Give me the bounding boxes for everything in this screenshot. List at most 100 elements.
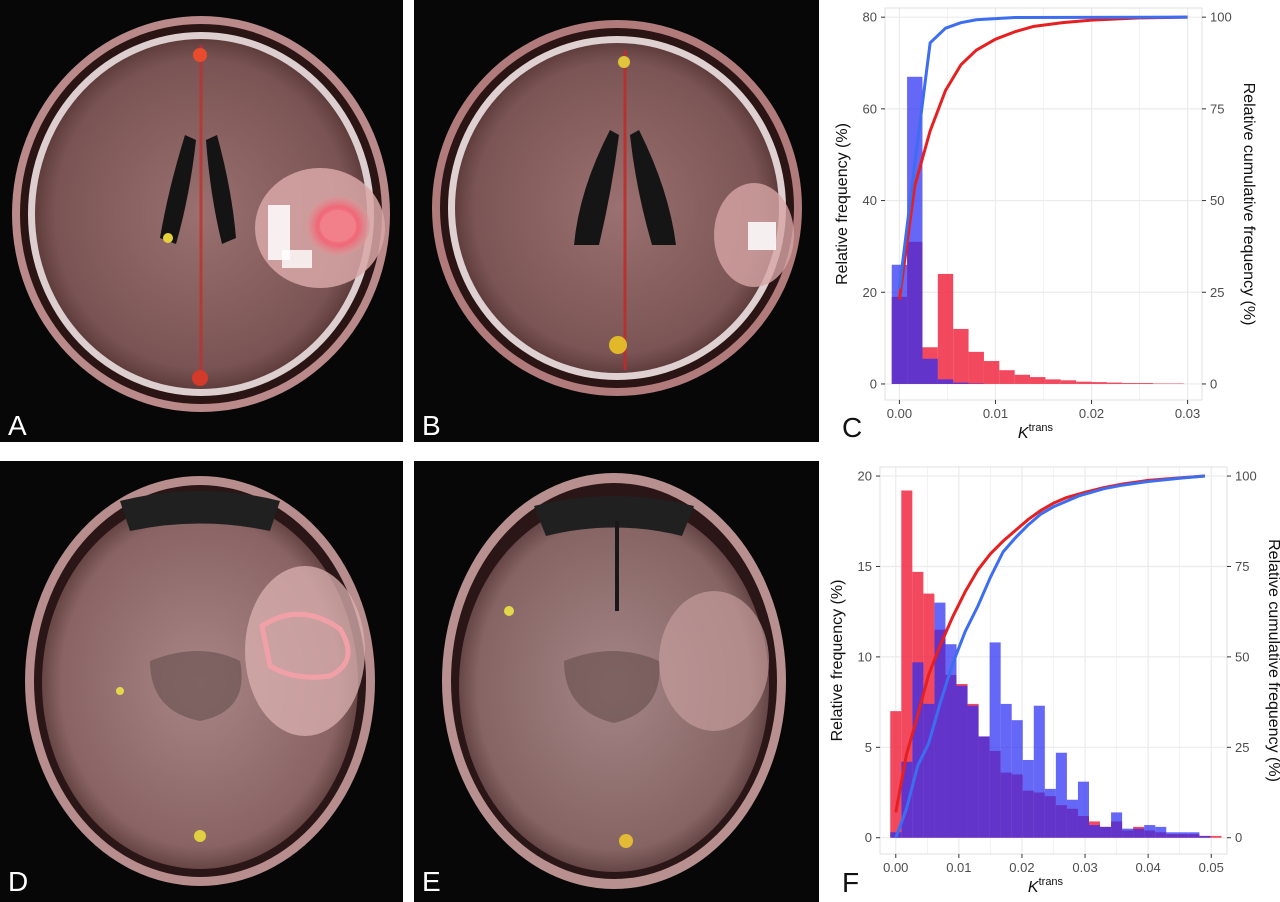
x-tick-label: 0.02 [1079,406,1104,421]
histogram-bar-red [1030,377,1046,384]
mri-panel-e: E [414,461,819,902]
histogram-bar-blue [901,761,913,838]
histogram-bar-red [1106,382,1123,384]
histogram-bar-blue [1044,788,1056,838]
histogram-bar-red [1045,379,1061,384]
tick-labels: 0.00 0.01 0.02 0.03 0.04 0.05 0 5 10 15 20 0 25 50 75 1… [858,469,1257,875]
histogram-bar-red [1137,383,1154,384]
y-tick-label-left: 80 [863,10,877,25]
x-tick-label: 0.01 [946,860,971,875]
y-tick-label-right: 0 [1210,376,1217,391]
histogram-bar-blue [956,685,968,838]
x-tick-label: 0.05 [1199,860,1224,875]
histogram-bar-blue [1144,825,1156,838]
panel-letter-f: F [842,867,860,898]
mri-panel-a: A [0,0,403,442]
x-tick-label: 0.02 [1009,860,1034,875]
histogram-bar-blue [1177,832,1189,838]
mri-panel-d: D [0,461,403,902]
mri-image-d [25,476,375,886]
mri-image-a [12,16,390,412]
bars-blue [890,602,1211,838]
histogram-bar-red [890,711,902,838]
y-tick-label-right: 50 [1210,193,1224,208]
histogram-bar-blue [967,705,979,838]
histogram-bar-red [1091,382,1107,384]
x-tick-label: 0.01 [983,406,1008,421]
y-axis-title-left: Relative frequency (%) [830,580,846,742]
x-axis-title: Ktrans [1028,876,1064,896]
y-axis-title-right: Relative cumulative frequency (%) [1240,83,1257,326]
histogram-bar-blue [978,736,990,838]
histogram-bar-blue [1022,759,1034,838]
histogram-bar-blue [989,642,1001,838]
y-tick-label-right: 100 [1210,10,1232,25]
histogram-bar-red [968,351,984,384]
y-tick-label-left: 0 [870,376,877,391]
panel-letter-e: E [422,866,441,897]
histogram-bar-blue [953,382,969,384]
y-tick-label-right: 25 [1210,285,1224,300]
panel-letter-b: B [422,410,441,441]
y-tick-label-left: 0 [865,830,872,845]
plot-frame [879,466,1228,855]
y-tick-label-left: 60 [863,101,877,116]
y-axis-title-right: Relative cumulative frequency (%) [1265,539,1280,782]
histogram-bar-red [953,328,969,384]
histogram-bar-blue [907,76,923,384]
mri-image-e [442,473,786,889]
histogram-bar-red [983,361,1000,384]
histogram-bar-red [1210,835,1222,838]
panel-letter-d: D [8,866,29,897]
histogram-bar-blue [1199,835,1211,838]
histogram-bar-blue [1066,799,1078,838]
cumulative-curve-blue [894,474,1206,839]
x-tick-label: 0.03 [1072,860,1097,875]
y-tick-label-left: 40 [863,193,877,208]
histogram-bar-blue [1088,825,1101,838]
y-tick-label-right: 100 [1235,469,1257,484]
histogram-chart-f: 0.00 0.01 0.02 0.03 0.04 0.05 0 5 10 15 20 0 25 50 75 1… [830,466,1280,896]
y-tick-label-right: 75 [1210,101,1224,116]
y-tick-label-left: 10 [858,649,872,664]
histogram-chart-c: 0.00 0.01 0.02 0.03 0 20 40 60 80 0 25 50 75 100 Ktran… [834,7,1257,442]
histogram-bar-red [1060,380,1077,384]
histogram-bar-blue [1111,812,1123,838]
x-tick-label: 0.00 [883,860,908,875]
histogram-bar-blue [1166,832,1178,838]
histogram-bar-red [1122,383,1138,384]
plot-frame [884,7,1203,401]
histogram-bar-blue [945,644,957,838]
chart-panel-f: 0.00 0.01 0.02 0.03 0.04 0.05 0 5 10 15 20 0 25 50 75 1… [830,452,1280,902]
x-tick-label: 0.03 [1175,406,1200,421]
y-tick-label-right: 75 [1235,559,1249,574]
x-tick-label: 0.00 [887,406,912,421]
panel-letter-a: A [8,410,27,441]
histogram-bar-red [901,490,913,838]
x-axis-title: Ktrans [1018,422,1054,442]
y-tick-label-right: 0 [1235,830,1242,845]
bars-blue [891,76,984,384]
histogram-bar-blue [934,602,946,838]
grid [885,8,1202,400]
histogram-bar-blue [1100,826,1112,838]
mri-panel-b: B [414,0,819,442]
mri-image-b [432,20,802,396]
histogram-bar-red [1014,374,1031,384]
cumulative-curve-blue [897,15,1188,289]
y-axis-title-left: Relative frequency (%) [834,123,851,285]
histogram-bar-blue [1077,781,1089,838]
x-tick-label: 0.04 [1135,860,1160,875]
y-tick-label-left: 5 [865,740,872,755]
histogram-bar-blue [922,358,938,384]
histogram-bar-blue [1188,832,1200,838]
tick-labels: 0.00 0.01 0.02 0.03 0 20 40 60 80 0 25 50 75 100 [863,10,1232,421]
y-tick-label-right: 50 [1235,649,1249,664]
histogram-bar-blue [1133,828,1145,838]
panel-letter-c: C [842,412,863,443]
histogram-bar-red [937,273,954,384]
chart-panel-c: 0.00 0.01 0.02 0.03 0 20 40 60 80 0 25 50 75 100 Ktran… [830,0,1280,448]
histogram-bar-blue [1000,703,1012,838]
cumulative-curve-red [897,15,1188,300]
histogram-bar-blue [891,264,908,384]
